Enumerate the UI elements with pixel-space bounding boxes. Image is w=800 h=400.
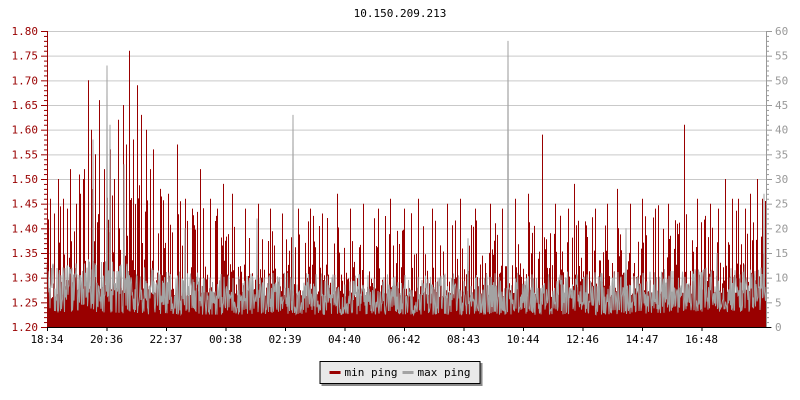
y-axis-right-label: 5: [775, 296, 782, 309]
y-axis-right-label: 0: [775, 321, 782, 334]
min-ping-swatch-icon: [329, 371, 341, 374]
y-axis-left-label: 1.65: [12, 99, 39, 112]
legend-item-min-ping: min ping: [329, 366, 398, 379]
x-axis-label: 10:44: [506, 333, 539, 346]
legend-item-max-ping: max ping: [402, 366, 471, 379]
x-axis-label: 14:47: [625, 333, 658, 346]
y-axis-right-label: 30: [775, 173, 788, 186]
y-axis-right-label: 55: [775, 50, 788, 63]
y-axis-left-label: 1.45: [12, 198, 39, 211]
y-axis-right-label: 15: [775, 247, 788, 260]
x-axis-label: 04:40: [328, 333, 361, 346]
y-axis-right-label: 35: [775, 148, 788, 161]
y-axis-left-label: 1.55: [12, 148, 39, 161]
y-axis-left-label: 1.35: [12, 247, 39, 260]
y-axis-left-label: 1.80: [12, 25, 39, 38]
x-axis-label: 16:48: [685, 333, 718, 346]
y-axis-right-label: 45: [775, 99, 788, 112]
y-axis-left-label: 1.30: [12, 272, 39, 285]
x-axis-label: 22:37: [149, 333, 182, 346]
x-axis-label: 02:39: [268, 333, 301, 346]
legend-label-min-ping: min ping: [344, 366, 398, 379]
y-axis-right-label: 50: [775, 74, 788, 87]
y-axis-right-label: 10: [775, 272, 788, 285]
y-axis-left-label: 1.20: [12, 321, 39, 334]
x-axis-label: 20:36: [90, 333, 123, 346]
series-max-ping: [46, 40, 767, 317]
y-axis-left-label: 1.70: [12, 74, 39, 87]
chart-legend: min ping max ping: [319, 361, 481, 384]
x-axis-label: 12:46: [566, 333, 599, 346]
y-axis-left-label: 1.75: [12, 50, 39, 63]
legend-label-max-ping: max ping: [417, 366, 471, 379]
x-axis-label: 08:43: [447, 333, 480, 346]
y-axis-left-label: 1.60: [12, 124, 39, 137]
y-axis-right-label: 20: [775, 222, 788, 235]
max-ping-swatch-icon: [402, 371, 414, 374]
y-axis-right-label: 60: [775, 25, 788, 38]
y-axis-right-label: 25: [775, 198, 788, 211]
x-axis-label: 06:42: [387, 333, 420, 346]
x-axis-label: 00:38: [209, 333, 242, 346]
x-axis-label: 18:34: [30, 333, 63, 346]
chart-title: 10.150.209.213: [353, 7, 447, 20]
y-axis-right-label: 40: [775, 124, 788, 137]
series-min-ping: [47, 50, 767, 327]
y-axis-left-label: 1.40: [12, 222, 39, 235]
y-axis-left-label: 1.50: [12, 173, 39, 186]
y-axis-left-label: 1.25: [12, 296, 39, 309]
